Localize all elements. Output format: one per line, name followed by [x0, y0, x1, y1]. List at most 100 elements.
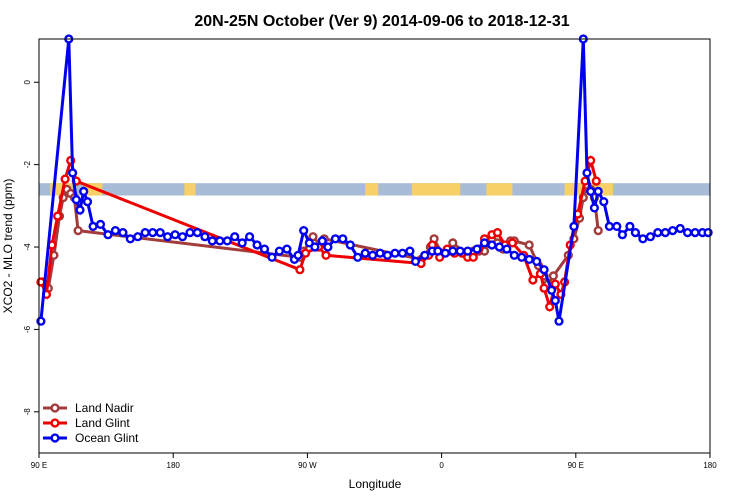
- series-2-point-88: [660, 228, 670, 238]
- series-2-point-5: [79, 186, 89, 197]
- series-2-point-50: [397, 248, 408, 258]
- series-2-point-2: [67, 168, 78, 178]
- series-1-point-29: [539, 283, 549, 293]
- series-2-point-11: [118, 228, 128, 238]
- series-2-point-78: [593, 186, 603, 197]
- series-2-point-56: [440, 248, 450, 258]
- series-2-point-84: [630, 228, 641, 238]
- legend-marker-2: [50, 433, 60, 443]
- y-tick-label-2: -4: [23, 243, 32, 251]
- series-2-point-32: [274, 246, 285, 256]
- series-2-point-27: [237, 238, 247, 248]
- series-0-point-42: [593, 226, 603, 236]
- series-2-point-49: [390, 248, 400, 258]
- series-0-point-20: [448, 238, 458, 248]
- series-2-point-66: [517, 252, 527, 262]
- series-2-point-76: [586, 186, 596, 197]
- series-2-point-61: [479, 238, 490, 248]
- series-2-point-71: [550, 296, 560, 306]
- series-2-point-82: [617, 230, 628, 240]
- y-axis: -8 -6 -4 -2 0: [23, 79, 39, 415]
- series-2-point-55: [433, 246, 443, 256]
- series-2-point-63: [494, 242, 505, 252]
- series-1-point-37: [586, 155, 596, 166]
- series-2-point-58: [455, 246, 465, 256]
- y-tick-label-4: 0: [23, 79, 32, 84]
- x-tick-label-5: 180: [703, 461, 717, 470]
- series-2-point-3: [71, 195, 81, 205]
- series-2-point-68: [532, 256, 542, 267]
- plot-frame: [38, 38, 711, 454]
- series-2-point-75: [582, 168, 592, 178]
- series-2-point-45: [360, 248, 370, 258]
- series-2-point-77: [589, 203, 600, 213]
- series-2-point-80: [604, 221, 615, 232]
- series-2-point-30: [259, 244, 270, 254]
- series-2-point-26: [230, 232, 240, 242]
- series-2-point-43: [345, 240, 355, 250]
- series-2-point-36: [299, 226, 309, 236]
- series-2-point-38: [310, 242, 320, 252]
- series-2-point-57: [448, 246, 458, 256]
- series-2-point-25: [222, 236, 232, 246]
- y-tick-label-3: -2: [23, 161, 32, 169]
- series-2-point-83: [625, 221, 635, 232]
- series-1-point-3: [52, 211, 63, 221]
- series-2-point-86: [645, 232, 656, 242]
- legend-label-2: Ocean Glint: [75, 431, 139, 445]
- series-2-point-48: [382, 250, 393, 260]
- series-2-point-62: [487, 240, 497, 250]
- series-2-point-16: [155, 228, 165, 238]
- series-2-point-20: [185, 228, 195, 238]
- series-0-point-8: [73, 226, 83, 236]
- legend-label-1: Land Glint: [75, 416, 130, 430]
- series-2-point-41: [330, 234, 341, 244]
- series-1-point-8: [300, 248, 311, 258]
- series-1-point-38: [591, 176, 601, 186]
- series-2-point-90: [675, 223, 685, 234]
- series-2-point-89: [668, 226, 678, 236]
- map-band-land-5: [486, 183, 513, 196]
- series-1-point-31: [550, 279, 560, 289]
- series-2-point-21: [192, 228, 203, 238]
- series-2-point-87: [653, 228, 663, 238]
- series-0-point-30: [524, 240, 534, 250]
- series-2-point-35: [293, 250, 303, 260]
- series-2-point-81: [612, 221, 622, 232]
- series-2-point-6: [82, 197, 93, 207]
- series-2-point-31: [267, 252, 277, 262]
- series-1-point-23: [492, 228, 503, 238]
- series-2-point-69: [539, 265, 549, 275]
- series-2-point-10: [110, 226, 121, 236]
- series-2-point-42: [338, 234, 348, 244]
- series-2-point-44: [353, 252, 363, 262]
- series-2-point-29: [252, 240, 262, 250]
- series-2-point-9: [103, 230, 113, 240]
- series-1-point-30: [545, 302, 555, 312]
- series-2-point-65: [509, 250, 519, 260]
- y-tick-label-0: -8: [23, 408, 32, 416]
- series-2-point-14: [140, 228, 150, 238]
- series-2-point-22: [200, 232, 210, 242]
- series-2-point-52: [410, 256, 421, 267]
- series-1-point-7: [295, 265, 305, 275]
- series-2-point-92: [690, 228, 700, 238]
- series-2-point-73: [569, 221, 579, 232]
- series-2-point-40: [323, 242, 333, 252]
- x-tick-label-1: 180: [167, 461, 181, 470]
- series-2-point-64: [502, 244, 512, 254]
- x-tick-label-0: 90 E: [31, 461, 47, 470]
- series-2-point-18: [170, 230, 180, 240]
- series-layer: [36, 34, 713, 326]
- series-1-point-4: [60, 174, 70, 184]
- series-2-point-12: [125, 234, 135, 244]
- series-2-point-59: [463, 246, 473, 256]
- series-2-point-7: [88, 221, 98, 232]
- legend-label-0: Land Nadir: [75, 401, 134, 415]
- series-2-point-47: [375, 248, 385, 258]
- series-2-point-23: [207, 236, 217, 246]
- map-band: [39, 183, 710, 196]
- series-2-point-70: [546, 285, 557, 295]
